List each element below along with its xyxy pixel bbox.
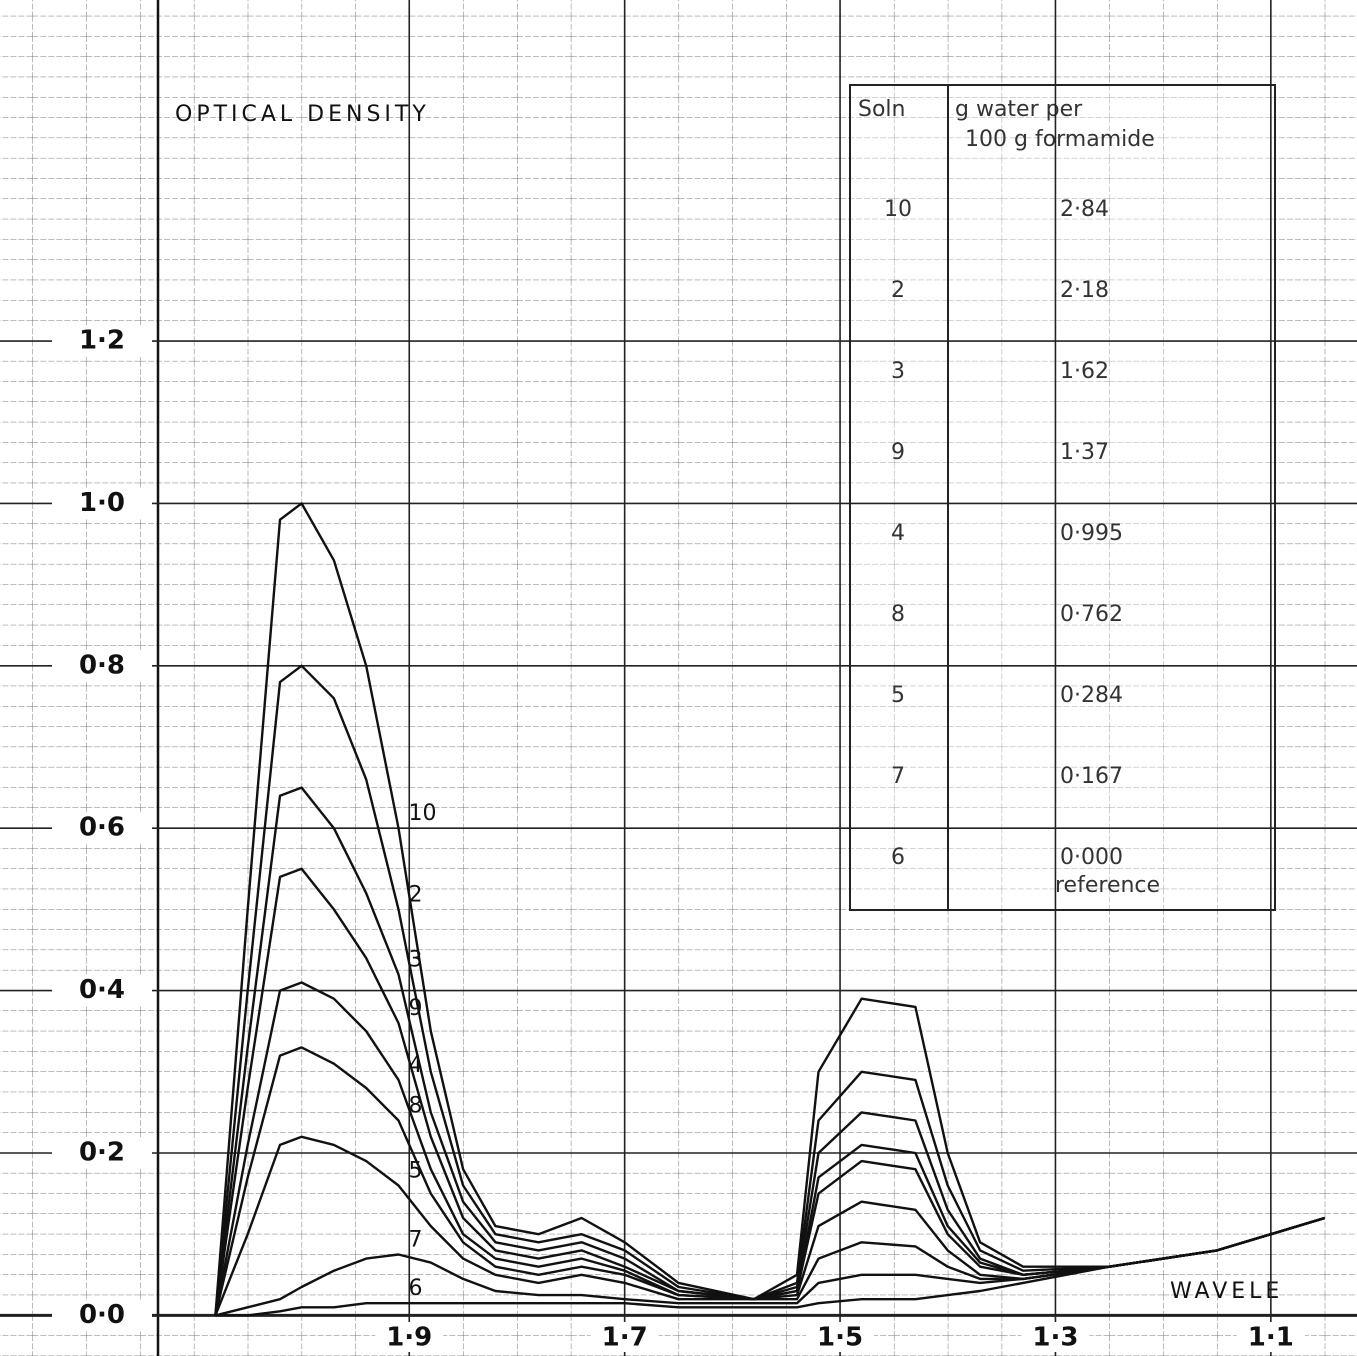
y-tick-label: 0·6 bbox=[79, 813, 125, 843]
density-curve bbox=[214, 664, 1326, 1316]
table-cell: 0·762 bbox=[1060, 602, 1123, 627]
table-cell: 3 bbox=[891, 359, 905, 384]
tick-label-bg bbox=[375, 1322, 444, 1352]
table-cell: reference bbox=[1055, 873, 1160, 898]
x-axis-label: WAVELE bbox=[1170, 1279, 1283, 1304]
tick-label-bg bbox=[1236, 1322, 1305, 1352]
tick-label-bg bbox=[52, 974, 152, 1007]
y-tick-label: 1·2 bbox=[79, 326, 125, 356]
curve-label: 6 bbox=[408, 1276, 422, 1301]
curve-label: 4 bbox=[408, 1053, 422, 1078]
table-cell: 7 bbox=[891, 764, 905, 789]
table-cell: 0·167 bbox=[1060, 764, 1123, 789]
curve-label: 3 bbox=[408, 947, 422, 972]
density-curve bbox=[214, 867, 1326, 1316]
y-tick-label: 0·0 bbox=[79, 1300, 125, 1330]
table-frame bbox=[849, 84, 1276, 911]
table-cell: 0·284 bbox=[1060, 683, 1123, 708]
curve-label: 9 bbox=[408, 996, 422, 1021]
x-tick-label: 1·9 bbox=[386, 1323, 432, 1353]
tick-label-bg bbox=[52, 487, 152, 520]
table-cell: 0·000 bbox=[1060, 845, 1123, 870]
table-cell: 2·84 bbox=[1060, 197, 1109, 222]
legend-table: Soln g water per 100 g formamide 10 2·84 2… bbox=[849, 84, 1276, 911]
density-curve bbox=[215, 1216, 1326, 1317]
tick-label-bg bbox=[52, 812, 152, 845]
table-cell: 4 bbox=[891, 521, 905, 546]
table-cell: 0·995 bbox=[1060, 521, 1123, 546]
curve-label: 8 bbox=[408, 1094, 422, 1119]
tick-label-bg bbox=[590, 1322, 659, 1352]
curve-label: 2 bbox=[408, 882, 422, 907]
density-curve bbox=[214, 1135, 1326, 1316]
density-curve bbox=[214, 502, 1326, 1316]
tick-label-bg bbox=[52, 1137, 152, 1170]
y-axis-label: OPTICAL DENSITY bbox=[175, 102, 430, 127]
table-cell: 1·62 bbox=[1060, 359, 1109, 384]
curve-label: 5 bbox=[408, 1158, 422, 1183]
table-cell: 10 bbox=[884, 197, 912, 222]
y-tick-label: 1·0 bbox=[79, 488, 125, 518]
table-cell: 9 bbox=[891, 440, 905, 465]
tick-label-bg bbox=[806, 1322, 875, 1352]
tick-label-bg bbox=[52, 649, 152, 682]
table-cell: 1·37 bbox=[1060, 440, 1109, 465]
density-curve bbox=[214, 1046, 1326, 1316]
tick-label-bg bbox=[52, 325, 152, 358]
density-curve bbox=[215, 1216, 1326, 1317]
table-cell: 2·18 bbox=[1060, 278, 1109, 303]
table-cell: 6 bbox=[891, 845, 905, 870]
y-tick-label: 0·4 bbox=[79, 975, 125, 1005]
tick-label-bg bbox=[1021, 1322, 1090, 1352]
x-tick-label: 1·1 bbox=[1248, 1323, 1294, 1353]
table-header: 100 g formamide bbox=[965, 127, 1155, 152]
density-curve bbox=[214, 786, 1326, 1316]
y-tick-label: 0·8 bbox=[79, 650, 125, 680]
y-tick-label: 0·2 bbox=[79, 1138, 125, 1168]
x-tick-label: 1·5 bbox=[817, 1323, 863, 1353]
curve-label: 10 bbox=[408, 801, 436, 826]
table-cell: 5 bbox=[891, 683, 905, 708]
table-cell: 2 bbox=[891, 278, 905, 303]
x-tick-label: 1·3 bbox=[1032, 1323, 1078, 1353]
table-header: Soln bbox=[858, 97, 905, 122]
x-tick-label: 1·7 bbox=[602, 1323, 648, 1353]
curve-label: 7 bbox=[408, 1228, 422, 1253]
table-header: g water per bbox=[955, 97, 1083, 122]
table-cell: 8 bbox=[891, 602, 905, 627]
density-curve bbox=[214, 981, 1326, 1316]
tick-label-bg bbox=[52, 1299, 152, 1332]
